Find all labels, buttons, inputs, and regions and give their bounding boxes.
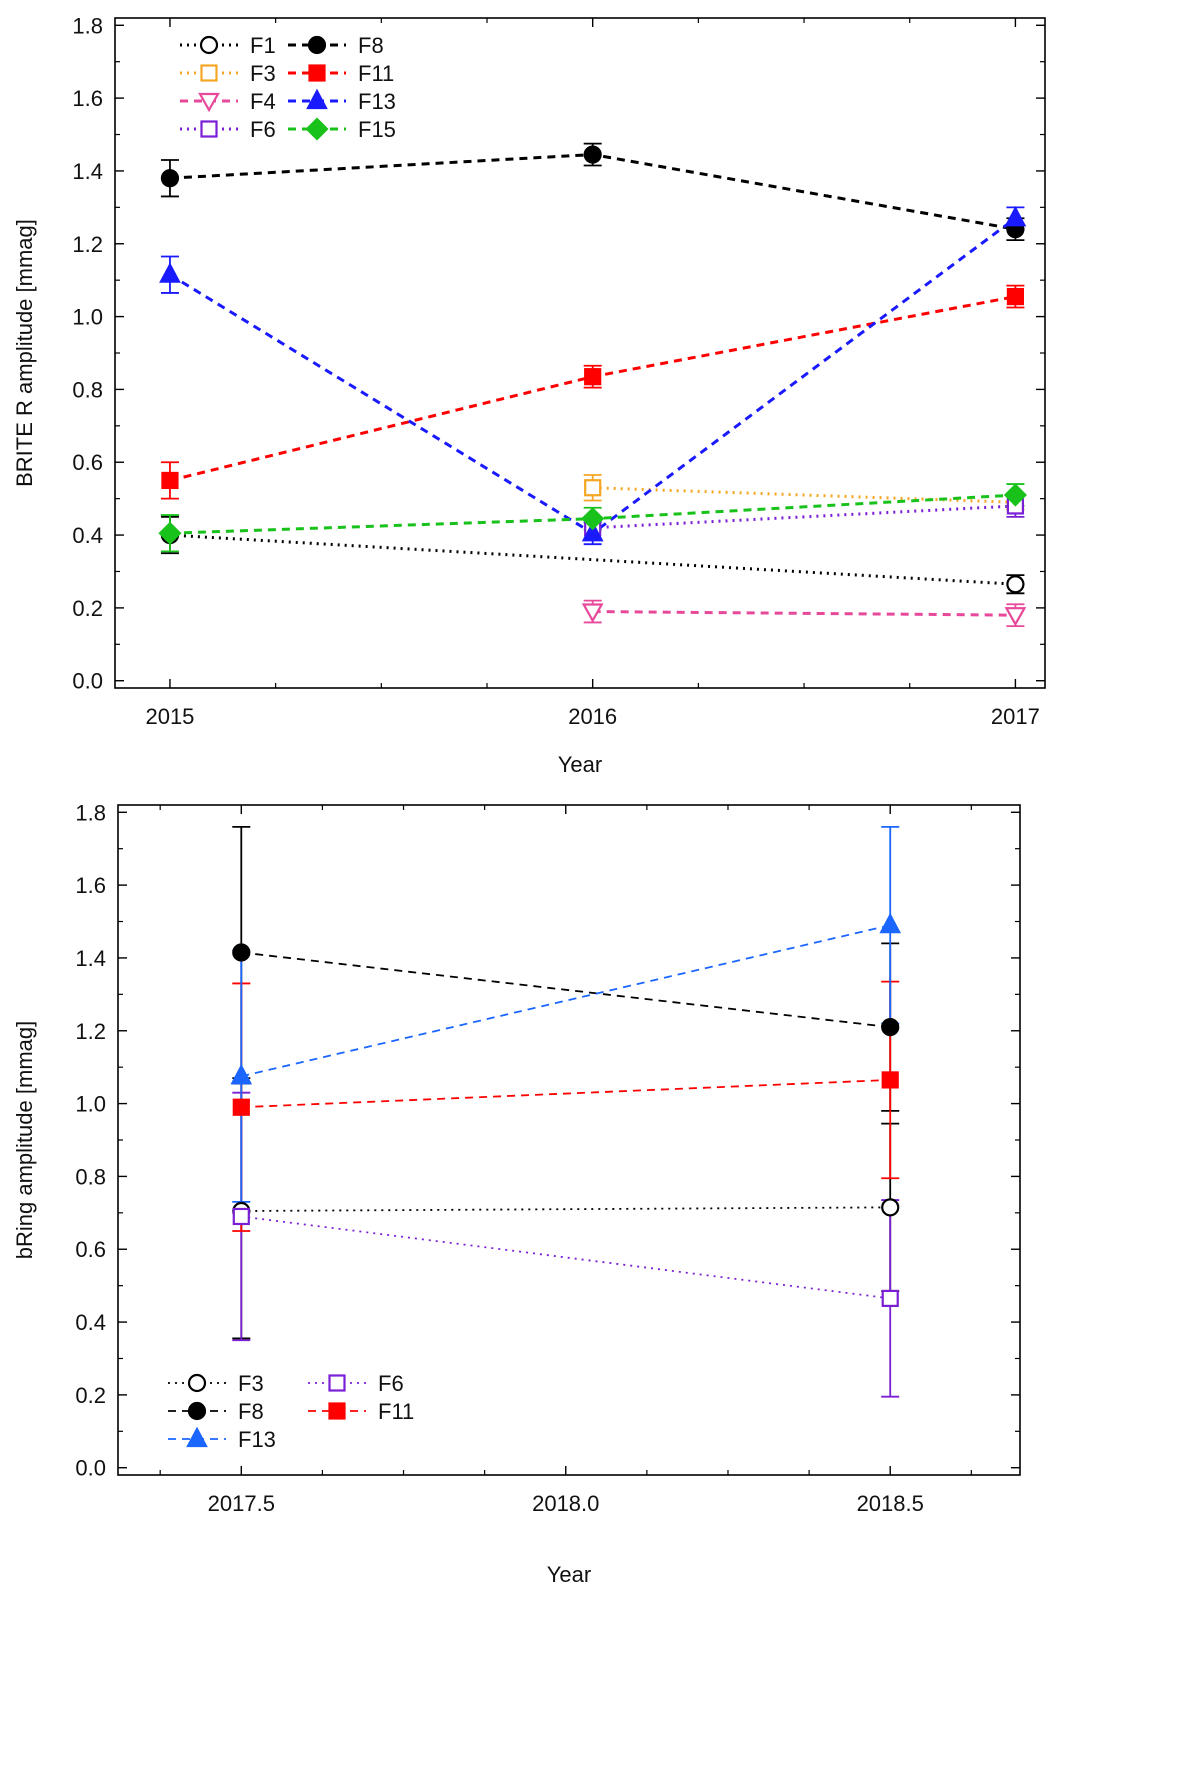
legend-marker-F3	[187, 1373, 207, 1393]
y-tick-label: 0.4	[75, 1310, 106, 1335]
data-point-F13	[1004, 205, 1027, 227]
legend-label-F3: F3	[238, 1371, 264, 1396]
y-tick-label: 0.4	[72, 523, 103, 548]
data-point-F11	[1006, 287, 1025, 306]
y-tick-label: 0.8	[72, 377, 103, 402]
series-line-F11	[169, 295, 1016, 482]
y-tick-label: 1.4	[75, 946, 106, 971]
data-point-F4	[1004, 607, 1027, 627]
legend-label-F11: F11	[378, 1399, 414, 1424]
y-axis-label: BRITE R amplitude [mmag]	[12, 219, 37, 487]
y-tick-label: 1.6	[72, 86, 103, 111]
legend-label-F1: F1	[250, 33, 276, 58]
chart-1: 0.0 0.2 0.4 0.6 0.8 1.0 1.2 1.4 1.6 1.8 2015 2016 20…	[12, 13, 1046, 777]
x-tick-label: 2018.5	[857, 1491, 924, 1516]
series-line-F13	[241, 924, 891, 1078]
legend-label-F3: F3	[250, 61, 276, 86]
x-tick-label: 2018.0	[532, 1491, 599, 1516]
y-tick-label: 0.6	[75, 1237, 106, 1262]
series-line-F11	[241, 1079, 891, 1109]
y-tick-label: 0.2	[75, 1383, 106, 1408]
legend-marker-F13	[186, 1426, 208, 1448]
y-tick-label: 1.2	[72, 232, 103, 257]
data-point-F8	[583, 145, 602, 164]
legend-label-F6: F6	[250, 117, 276, 142]
legend-label-F8: F8	[238, 1399, 264, 1424]
legend-marker-F6	[200, 120, 218, 138]
x-tick-label: 2016	[568, 704, 617, 729]
x-tick-label: 2017.5	[208, 1491, 275, 1516]
data-point-F11	[232, 1098, 250, 1116]
series-line-F3	[592, 486, 1016, 504]
legend-marker-F13	[306, 88, 328, 110]
series-line-F6	[592, 504, 1016, 530]
y-tick-label: 0.8	[75, 1164, 106, 1189]
legend-label-F11: F11	[358, 61, 394, 86]
data-point-F3	[881, 1198, 900, 1217]
legend-marker-F8	[307, 35, 327, 55]
y-tick-label: 0.6	[72, 450, 103, 475]
y-tick-label: 0.2	[72, 596, 103, 621]
legend-marker-F6	[328, 1374, 346, 1392]
series-line-F6	[241, 1215, 891, 1300]
data-point-F4	[581, 603, 604, 623]
data-point-F13	[159, 262, 181, 283]
legend-label-F15: F15	[358, 117, 396, 142]
y-tick-label: 1.0	[72, 305, 103, 330]
chart-2: 0.0 0.2 0.4 0.6 0.8 1.0 1.2 1.4 1.6 1.8 2017.5 2018…	[12, 800, 1021, 1587]
data-point-F13	[879, 912, 902, 934]
data-point-F8	[881, 1018, 900, 1037]
legend-marker-F3	[200, 64, 218, 82]
legend-marker-F1	[199, 35, 219, 55]
legend-marker-F11	[328, 1402, 346, 1420]
y-tick-label: 1.6	[75, 873, 106, 898]
data-point-F15	[158, 521, 182, 545]
data-point-F3	[584, 479, 602, 497]
data-point-F13	[230, 1063, 253, 1085]
y-tick-label: 0.0	[75, 1456, 106, 1481]
data-point-F6	[232, 1207, 250, 1226]
legend-label-F6: F6	[378, 1371, 404, 1396]
data-point-F15	[581, 507, 605, 531]
x-axis-label: Year	[547, 1562, 591, 1587]
x-tick-label: 2017	[991, 704, 1040, 729]
y-tick-label: 1.8	[72, 13, 103, 38]
series-line-F8	[241, 951, 891, 1029]
legend-label-F13: F13	[358, 89, 396, 114]
y-tick-label: 1.0	[75, 1092, 106, 1117]
legend-label-F4: F4	[250, 89, 276, 114]
x-axis-label: Year	[558, 752, 602, 777]
legend-label-F8: F8	[358, 33, 384, 58]
legend-marker-F8	[187, 1401, 207, 1421]
data-point-F11	[161, 471, 179, 490]
series-line-F4	[592, 610, 1016, 617]
legend-label-F13: F13	[238, 1427, 276, 1452]
data-point-F13	[581, 520, 604, 542]
y-tick-label: 1.2	[75, 1019, 106, 1044]
y-tick-label: 1.8	[75, 800, 106, 825]
series-line-F1	[169, 533, 1016, 586]
data-point-F11	[584, 368, 602, 386]
legend-marker-F11	[308, 64, 326, 82]
y-tick-label: 0.0	[72, 669, 103, 694]
data-point-F15	[1003, 483, 1027, 507]
data-point-F6	[881, 1289, 899, 1307]
data-point-F8	[160, 169, 180, 188]
series-line-F3	[241, 1206, 891, 1212]
data-point-F8	[232, 943, 251, 962]
data-point-F1	[1006, 575, 1025, 594]
legend-marker-F4	[198, 92, 220, 113]
legend-marker-F15	[305, 117, 329, 141]
x-tick-label: 2015	[145, 704, 194, 729]
y-tick-label: 1.4	[72, 159, 103, 184]
data-point-F11	[881, 1071, 899, 1089]
y-axis-label: bRing amplitude [mmag]	[12, 1021, 37, 1259]
